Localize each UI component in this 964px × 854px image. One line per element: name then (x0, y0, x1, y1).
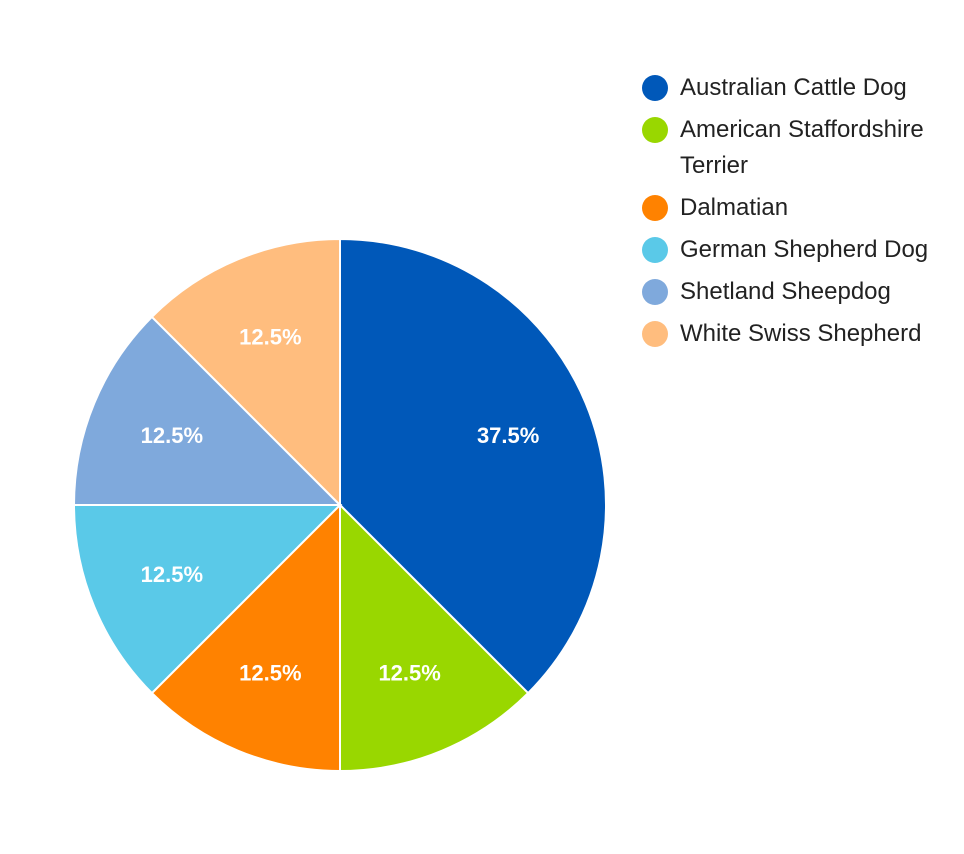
legend-label: White Swiss Shepherd (680, 320, 922, 347)
pie-slice-3 (72, 504, 343, 695)
pie-slice-0 (339, 237, 607, 695)
legend-item: German Shepherd Dog (640, 232, 940, 268)
legend-item: Shetland Sheepdog (640, 274, 940, 310)
legend-swatch (642, 237, 668, 263)
pie-slice-2 (150, 502, 341, 773)
legend-swatch (642, 117, 668, 143)
legend-label: German Shepherd Dog (680, 236, 929, 263)
legend-label: Dalmatian (680, 194, 789, 221)
legend-item: American Staffordshire Terrier (640, 112, 940, 184)
legend-swatch (642, 195, 668, 221)
pie-slice-4 (72, 315, 343, 506)
legend-label: Australian Cattle Dog (680, 74, 907, 101)
legend-label: Shetland Sheepdog (680, 278, 891, 305)
pie-slice-1 (339, 502, 530, 773)
slice-label-1: 12.5% (378, 661, 440, 686)
legend-swatch (642, 279, 668, 305)
slice-label-4: 12.5% (141, 423, 203, 448)
slice-label-3: 12.5% (141, 562, 203, 587)
legend-swatch (642, 321, 668, 347)
pie-slice-5 (150, 237, 341, 508)
legend-item: White Swiss Shepherd (640, 316, 940, 352)
chart-legend: Australian Cattle Dog American Staffordsh… (640, 70, 940, 358)
slice-label-0: 37.5% (477, 423, 539, 448)
legend-item: Dalmatian (640, 190, 940, 226)
slice-label-5: 12.5% (239, 324, 301, 349)
legend-label: American Staffordshire Terrier (680, 116, 924, 179)
legend-item: Australian Cattle Dog (640, 70, 940, 106)
slice-label-2: 12.5% (239, 661, 301, 686)
legend-swatch (642, 75, 668, 101)
